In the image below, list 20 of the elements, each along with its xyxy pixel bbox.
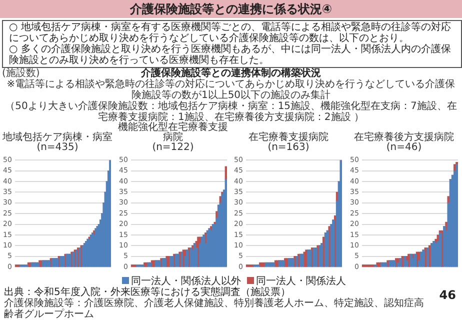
y-axis-title: (施設数) (2, 68, 40, 79)
chart-subtitle: (n=163) (266, 142, 310, 153)
text: ※電話等による相談や緊急時の往診等の対応についてあらかじめ取り決めを行うなどしている介護保険施設等の数が1以上50以下の施設のみ集計 (6, 79, 456, 101)
source-note: 出典：令和5年度入院・外来医療等における実態調査（施設票） (4, 287, 290, 298)
chart-title: 在宅療養後方支援病院 (353, 132, 455, 143)
text: 46 (439, 288, 456, 302)
legend-label: 同一法人・関係法人 (256, 276, 346, 287)
chart-subtitle: (n=122) (151, 142, 195, 153)
text: ○ 多くの介護保険施設と取り決めを行う医療機関もあるが、中には同一法人・関係法人内の介護保険施設とのみ取り決めを行っている医療機関も存在した。 (9, 44, 452, 66)
chart-title: 在宅療養支援病院 (248, 132, 330, 143)
chart-title: 機能強化型在宅療養支援病院 (117, 122, 229, 143)
chart-title: 地域包括ケア病棟・病室 (2, 132, 114, 143)
text: 介護保険施設等との連携に係る状況④ (0, 0, 462, 18)
text: 介護保険施設等との連携体制の構築状況 (141, 68, 321, 79)
text: （50より大きい介護保険施設数：地域包括ケア病棟・病室：15施設、機能強化型在支病：7施設、在宅療養支援病院：1施設、在宅療養後方支援病院：2施設 ） (4, 101, 458, 123)
text: 介護保険施設等：介護医療院、介護老人保健施設、特別養護老人ホーム、特定施設、認知症高齢者グループホーム (4, 298, 424, 320)
chart-subtitle: (n=435) (36, 142, 80, 153)
legend-label: 同一法人・関係法人以外 (131, 276, 241, 287)
text: ○ 地域包括ケア病棟・病室を有する医療機関等ごとの、電話等による相談や緊急時の往診等の対応についてあらかじめ取り決めを行うなどしている介護保険施設等の数は、以下のとおり。 (9, 22, 452, 44)
chart-subtitle: (n=46) (385, 142, 423, 153)
